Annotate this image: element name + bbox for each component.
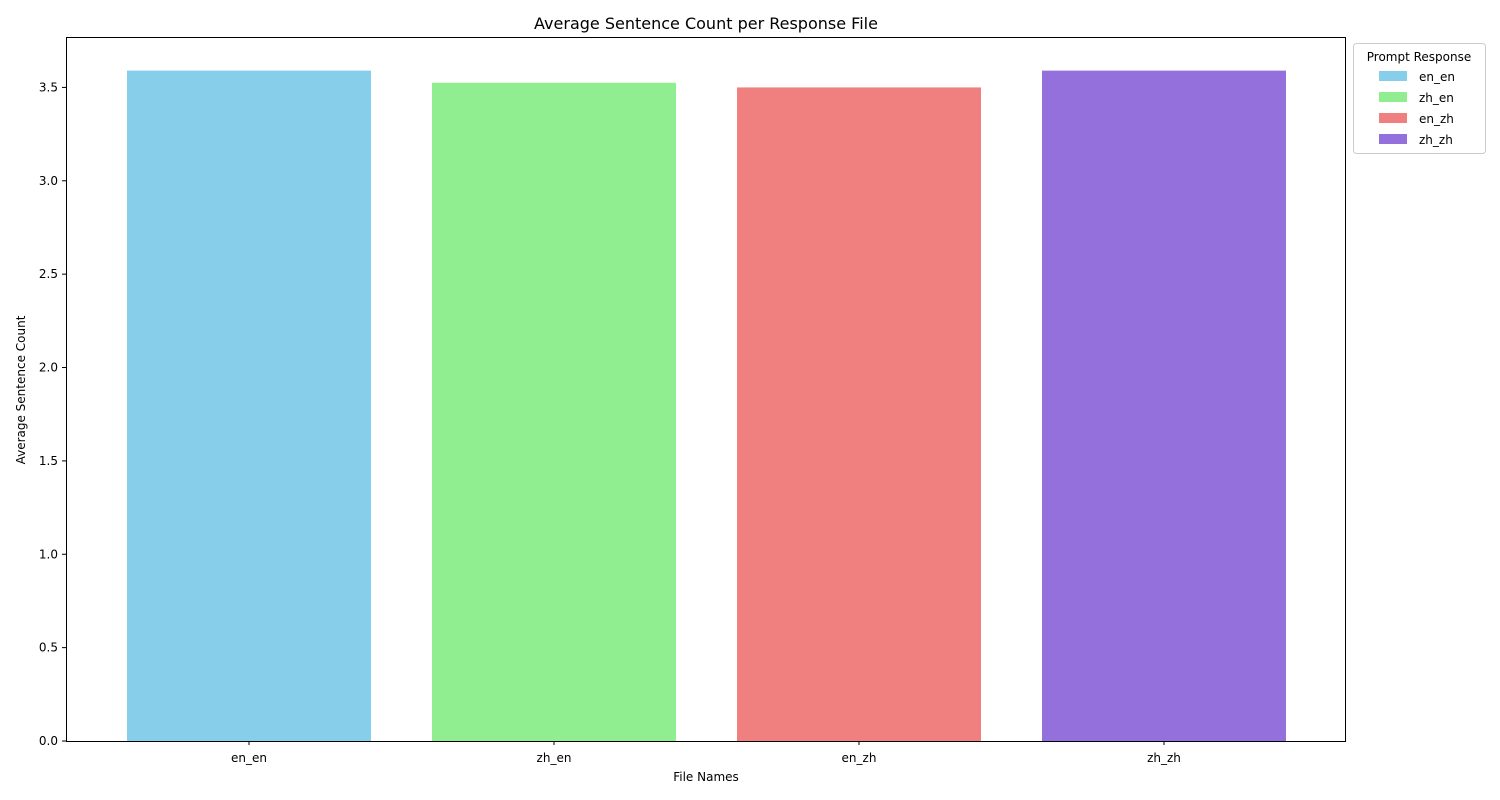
x-tick-label-zh_zh: zh_zh — [1147, 751, 1181, 765]
bar-en_zh — [737, 87, 981, 742]
y-tick-label-3.5: 3.5 — [39, 80, 58, 94]
x-tick-label-en_en: en_en — [231, 751, 267, 765]
legend-swatch-en_zh — [1379, 113, 1407, 123]
legend-title: Prompt Response — [1367, 50, 1472, 64]
y-tick-label-0.0: 0.0 — [39, 734, 58, 748]
x-tick-label-zh_en: zh_en — [537, 751, 572, 765]
y-tick-label-0.5: 0.5 — [39, 641, 58, 655]
legend-swatch-en_en — [1379, 71, 1407, 81]
legend-label-zh_zh: zh_zh — [1419, 133, 1453, 147]
legend: Prompt Response en_en zh_en en_zh zh_zh — [1353, 43, 1486, 154]
legend-swatch-zh_zh — [1379, 134, 1407, 144]
bar-zh_en — [432, 82, 676, 741]
y-axis-title: Average Sentence Count — [14, 315, 28, 464]
legend-label-en_en: en_en — [1419, 70, 1455, 84]
plot-frame — [66, 37, 1346, 742]
bar-zh_zh — [1042, 70, 1286, 741]
legend-swatch-zh_en — [1379, 92, 1407, 102]
y-tick-label-2.0: 2.0 — [39, 361, 58, 375]
bar-en_en — [127, 70, 371, 741]
y-axis: 0.0 0.5 1.0 1.5 2.0 2.5 3.0 3.5 — [39, 80, 66, 748]
y-tick-label-2.5: 2.5 — [39, 267, 58, 281]
x-axis-title: File Names — [673, 770, 739, 784]
legend-entries: en_en zh_en en_zh zh_zh — [1379, 70, 1455, 147]
y-tick-label-1.5: 1.5 — [39, 454, 58, 468]
legend-label-en_zh: en_zh — [1419, 112, 1454, 126]
legend-label-zh_en: zh_en — [1419, 91, 1454, 105]
bars-group — [127, 70, 1286, 742]
y-tick-label-1.0: 1.0 — [39, 547, 58, 561]
y-tick-label-3.0: 3.0 — [39, 174, 58, 188]
x-axis: en_en zh_en en_zh zh_zh — [231, 741, 1181, 765]
chart-title: Average Sentence Count per Response File — [534, 14, 878, 33]
x-tick-label-en_zh: en_zh — [842, 751, 877, 765]
